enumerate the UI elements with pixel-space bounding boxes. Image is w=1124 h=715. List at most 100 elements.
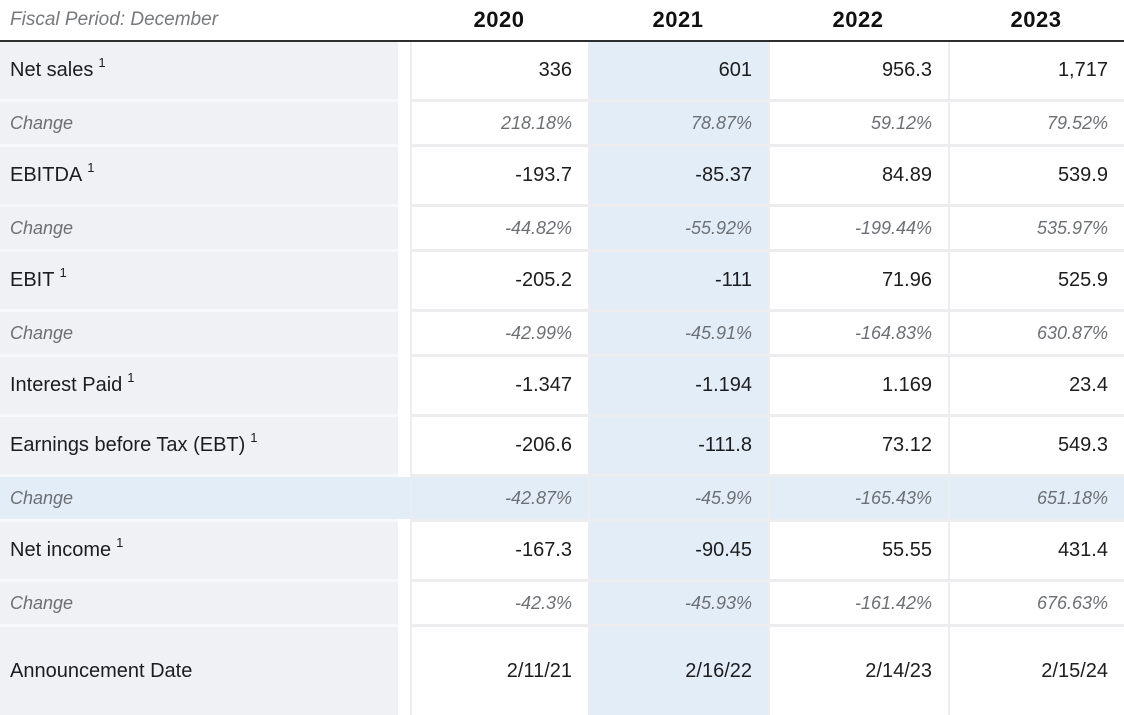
value-cell-2021: 2/16/22: [588, 627, 768, 715]
value-cell-2023: 431.4: [948, 522, 1124, 582]
value-cell-2020: -193.7: [410, 147, 588, 207]
value-cell-2022: 55.55: [768, 522, 948, 582]
value-cell-2020: -44.82%: [410, 207, 588, 252]
table-row[interactable]: Change -42.99% -45.91% -164.83% 630.87%: [0, 312, 1124, 357]
footnote-superscript: 1: [116, 535, 124, 550]
year-header-2021: 2021: [588, 0, 768, 40]
value-cell-2021: -111: [588, 252, 768, 312]
table-row[interactable]: Net income 1 -167.3 -90.45 55.55 431.4: [0, 522, 1124, 582]
row-label-text: Change: [10, 112, 74, 133]
table-header-row: Fiscal Period: December 2020 2021 2022 2…: [0, 0, 1124, 42]
value-cell-2021: 601: [588, 42, 768, 102]
value-cell-2023: 630.87%: [948, 312, 1124, 357]
value-cell-2020: 218.18%: [410, 102, 588, 147]
value-cell-2020: -205.2: [410, 252, 588, 312]
row-label: Change: [0, 207, 398, 252]
table-row[interactable]: Change -44.82% -55.92% -199.44% 535.97%: [0, 207, 1124, 252]
value-cell-2023: 23.4: [948, 357, 1124, 417]
column-gap: [398, 582, 410, 627]
value-cell-2021: -45.91%: [588, 312, 768, 357]
year-header-2023: 2023: [948, 0, 1124, 40]
row-label: Change: [0, 477, 398, 522]
value-cell-2020: -167.3: [410, 522, 588, 582]
column-gap: [398, 252, 410, 312]
header-column-gap: [398, 0, 410, 40]
table-row[interactable]: Announcement Date 2/11/21 2/16/22 2/14/2…: [0, 627, 1124, 715]
row-label: Change: [0, 582, 398, 627]
table-row[interactable]: Change 218.18% 78.87% 59.12% 79.52%: [0, 102, 1124, 147]
row-label-text: Interest Paid: [10, 374, 123, 396]
row-label-text: Announcement Date: [10, 659, 193, 682]
value-cell-2023: 79.52%: [948, 102, 1124, 147]
row-label: Announcement Date: [0, 627, 398, 715]
value-cell-2021: -45.9%: [588, 477, 768, 522]
table-row[interactable]: EBITDA 1 -193.7 -85.37 84.89 539.9: [0, 147, 1124, 207]
value-cell-2020: -42.3%: [410, 582, 588, 627]
column-gap: [398, 312, 410, 357]
row-label-text: Change: [10, 487, 74, 508]
value-cell-2020: -206.6: [410, 417, 588, 477]
value-cell-2020: -42.99%: [410, 312, 588, 357]
table-body: Net sales 1 336 601 956.3 1,717 Change 2…: [0, 42, 1124, 715]
year-header-2020: 2020: [410, 0, 588, 40]
value-cell-2023: 676.63%: [948, 582, 1124, 627]
value-cell-2020: -1.347: [410, 357, 588, 417]
row-label-text: Change: [10, 592, 74, 613]
row-label: Change: [0, 312, 398, 357]
value-cell-2023: 549.3: [948, 417, 1124, 477]
table-row[interactable]: Change -42.87% -45.9% -165.43% 651.18%: [0, 477, 1124, 522]
footnote-superscript: 1: [59, 265, 67, 280]
value-cell-2022: 71.96: [768, 252, 948, 312]
footnote-superscript: 1: [98, 55, 106, 70]
footnote-superscript: 1: [127, 370, 135, 385]
table-row[interactable]: Net sales 1 336 601 956.3 1,717: [0, 42, 1124, 102]
year-header-2022: 2022: [768, 0, 948, 40]
row-label: Change: [0, 102, 398, 147]
value-cell-2021: -111.8: [588, 417, 768, 477]
value-cell-2023: 651.18%: [948, 477, 1124, 522]
row-label-text: EBITDA: [10, 164, 83, 186]
table-row[interactable]: EBIT 1 -205.2 -111 71.96 525.9: [0, 252, 1124, 312]
column-gap: [398, 42, 410, 102]
value-cell-2022: -161.42%: [768, 582, 948, 627]
value-cell-2022: -165.43%: [768, 477, 948, 522]
value-cell-2022: 2/14/23: [768, 627, 948, 715]
column-gap: [398, 477, 410, 522]
value-cell-2022: 956.3: [768, 42, 948, 102]
value-cell-2023: 1,717: [948, 42, 1124, 102]
value-cell-2022: 1.169: [768, 357, 948, 417]
row-label: Interest Paid 1: [0, 357, 398, 417]
row-label-text: Change: [10, 322, 74, 343]
column-gap: [398, 207, 410, 252]
value-cell-2021: -90.45: [588, 522, 768, 582]
column-gap: [398, 147, 410, 207]
row-label-text: Change: [10, 217, 74, 238]
row-label: EBITDA 1: [0, 147, 398, 207]
row-label-text: Net sales: [10, 59, 94, 81]
table-row[interactable]: Interest Paid 1 -1.347 -1.194 1.169 23.4: [0, 357, 1124, 417]
table-row[interactable]: Earnings before Tax (EBT) 1 -206.6 -111.…: [0, 417, 1124, 477]
value-cell-2021: 78.87%: [588, 102, 768, 147]
value-cell-2023: 525.9: [948, 252, 1124, 312]
row-label-text: EBIT: [10, 269, 55, 291]
column-gap: [398, 627, 410, 715]
value-cell-2023: 2/15/24: [948, 627, 1124, 715]
fiscal-period-label: Fiscal Period: December: [0, 0, 398, 40]
column-gap: [398, 417, 410, 477]
value-cell-2023: 535.97%: [948, 207, 1124, 252]
footnote-superscript: 1: [250, 430, 258, 445]
value-cell-2021: -45.93%: [588, 582, 768, 627]
row-label-text: Earnings before Tax (EBT): [10, 434, 246, 456]
value-cell-2021: -1.194: [588, 357, 768, 417]
footnote-superscript: 1: [87, 160, 95, 175]
table-row[interactable]: Change -42.3% -45.93% -161.42% 676.63%: [0, 582, 1124, 627]
value-cell-2022: 59.12%: [768, 102, 948, 147]
value-cell-2021: -85.37: [588, 147, 768, 207]
column-gap: [398, 102, 410, 147]
column-gap: [398, 357, 410, 417]
value-cell-2021: -55.92%: [588, 207, 768, 252]
row-label: Earnings before Tax (EBT) 1: [0, 417, 398, 477]
value-cell-2022: -199.44%: [768, 207, 948, 252]
column-gap: [398, 522, 410, 582]
row-label: EBIT 1: [0, 252, 398, 312]
